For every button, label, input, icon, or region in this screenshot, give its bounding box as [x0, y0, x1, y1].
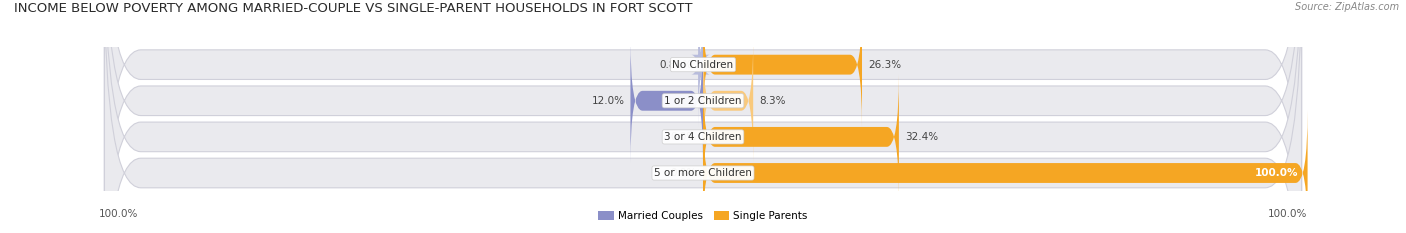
- FancyBboxPatch shape: [104, 0, 1302, 233]
- Text: No Children: No Children: [672, 60, 734, 70]
- Legend: Married Couples, Single Parents: Married Couples, Single Parents: [595, 207, 811, 226]
- Text: 100.0%: 100.0%: [1256, 168, 1299, 178]
- Text: 32.4%: 32.4%: [905, 132, 938, 142]
- Text: 5 or more Children: 5 or more Children: [654, 168, 752, 178]
- FancyBboxPatch shape: [703, 38, 754, 163]
- Text: 100.0%: 100.0%: [98, 209, 138, 219]
- FancyBboxPatch shape: [703, 111, 1308, 233]
- FancyBboxPatch shape: [703, 2, 862, 127]
- FancyBboxPatch shape: [104, 0, 1302, 233]
- Text: 0.81%: 0.81%: [659, 60, 692, 70]
- Text: 3 or 4 Children: 3 or 4 Children: [664, 132, 742, 142]
- Text: 8.3%: 8.3%: [759, 96, 786, 106]
- Text: 0.0%: 0.0%: [671, 168, 697, 178]
- FancyBboxPatch shape: [104, 0, 1302, 233]
- Text: 0.0%: 0.0%: [671, 132, 697, 142]
- FancyBboxPatch shape: [690, 2, 710, 127]
- FancyBboxPatch shape: [703, 75, 898, 199]
- Text: 100.0%: 100.0%: [1268, 209, 1308, 219]
- Text: 12.0%: 12.0%: [592, 96, 624, 106]
- Text: INCOME BELOW POVERTY AMONG MARRIED-COUPLE VS SINGLE-PARENT HOUSEHOLDS IN FORT SC: INCOME BELOW POVERTY AMONG MARRIED-COUPL…: [14, 2, 693, 15]
- Text: 26.3%: 26.3%: [868, 60, 901, 70]
- FancyBboxPatch shape: [630, 38, 703, 163]
- Text: 1 or 2 Children: 1 or 2 Children: [664, 96, 742, 106]
- Text: Source: ZipAtlas.com: Source: ZipAtlas.com: [1295, 2, 1399, 12]
- FancyBboxPatch shape: [104, 0, 1302, 233]
